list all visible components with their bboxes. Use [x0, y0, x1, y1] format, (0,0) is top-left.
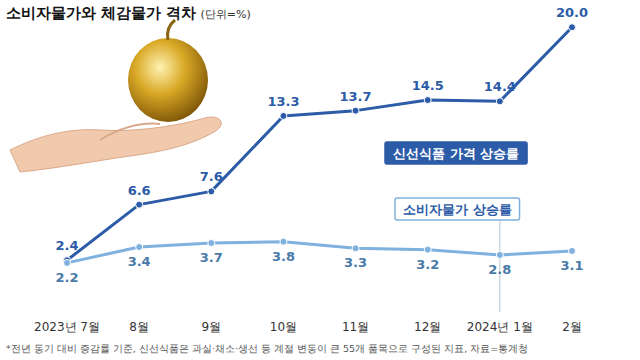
marker: [280, 112, 287, 119]
data-label: 13.7: [340, 89, 372, 104]
footnote: *전년 동기 대비 증감률 기준, 신선식품은 과실·채소·생선 등 계절 변동…: [6, 343, 528, 354]
marker: [280, 238, 287, 245]
marker: [569, 247, 576, 254]
x-tick-label: 11월: [342, 320, 369, 334]
data-label: 3.3: [344, 255, 367, 270]
data-label: 3.2: [416, 257, 439, 272]
x-tick-label: 9월: [201, 320, 221, 334]
legend-label: 신선식품 가격 상승률: [393, 146, 519, 161]
x-tick-label: 2월: [562, 320, 582, 334]
marker: [136, 243, 143, 250]
subtitle: (단위=%): [200, 8, 250, 21]
data-label: 3.4: [128, 254, 151, 269]
legend-item: 신선식품 가격 상승률: [385, 142, 527, 164]
data-label: 3.1: [560, 258, 583, 273]
marker: [424, 97, 431, 104]
chart: 소비자물가와 체감물가 격차 (단위=%) 2.4 6.6 7.6 13.3 13.7 14.…: [0, 0, 640, 360]
data-label: 6.6: [128, 183, 151, 198]
marker: [424, 246, 431, 253]
data-label: 2.4: [55, 238, 78, 253]
x-tick-label: 2024년 1월: [467, 320, 533, 334]
x-tick-label: 10월: [270, 320, 297, 334]
data-label: 2.2: [55, 270, 78, 285]
finger: [100, 124, 160, 140]
apple: [128, 38, 208, 122]
data-label: 20.0: [556, 5, 588, 20]
x-tick-label: 8월: [129, 320, 149, 334]
data-label: 7.6: [200, 169, 223, 184]
marker: [352, 245, 359, 252]
marker: [136, 201, 143, 208]
legend-item: 소비자물가 상승률: [395, 198, 520, 220]
plot-area: [64, 24, 576, 267]
line: [67, 27, 572, 260]
marker: [208, 240, 215, 247]
marker: [569, 24, 576, 31]
marker: [496, 98, 503, 105]
x-tick-label: 2023년 7월: [34, 320, 100, 334]
data-label: 2.8: [488, 262, 511, 277]
legend-box: [395, 198, 520, 220]
data-label: 14.4: [484, 79, 516, 94]
hand: [10, 117, 221, 172]
marker: [208, 188, 215, 195]
marker: [496, 251, 503, 258]
legend-box: [385, 142, 527, 164]
marker: [352, 107, 359, 114]
legend-label: 소비자물가 상승률: [403, 202, 512, 217]
apple-stem: [167, 20, 175, 40]
title: 소비자물가와 체감물가 격차: [6, 4, 196, 22]
x-tick-label: 12월: [414, 320, 441, 334]
data-label: 3.8: [272, 249, 295, 264]
illustration: [10, 20, 221, 172]
data-label: 13.3: [267, 94, 299, 109]
data-label: 14.5: [412, 78, 444, 93]
marker: [64, 259, 71, 266]
data-label: 3.7: [200, 250, 223, 265]
